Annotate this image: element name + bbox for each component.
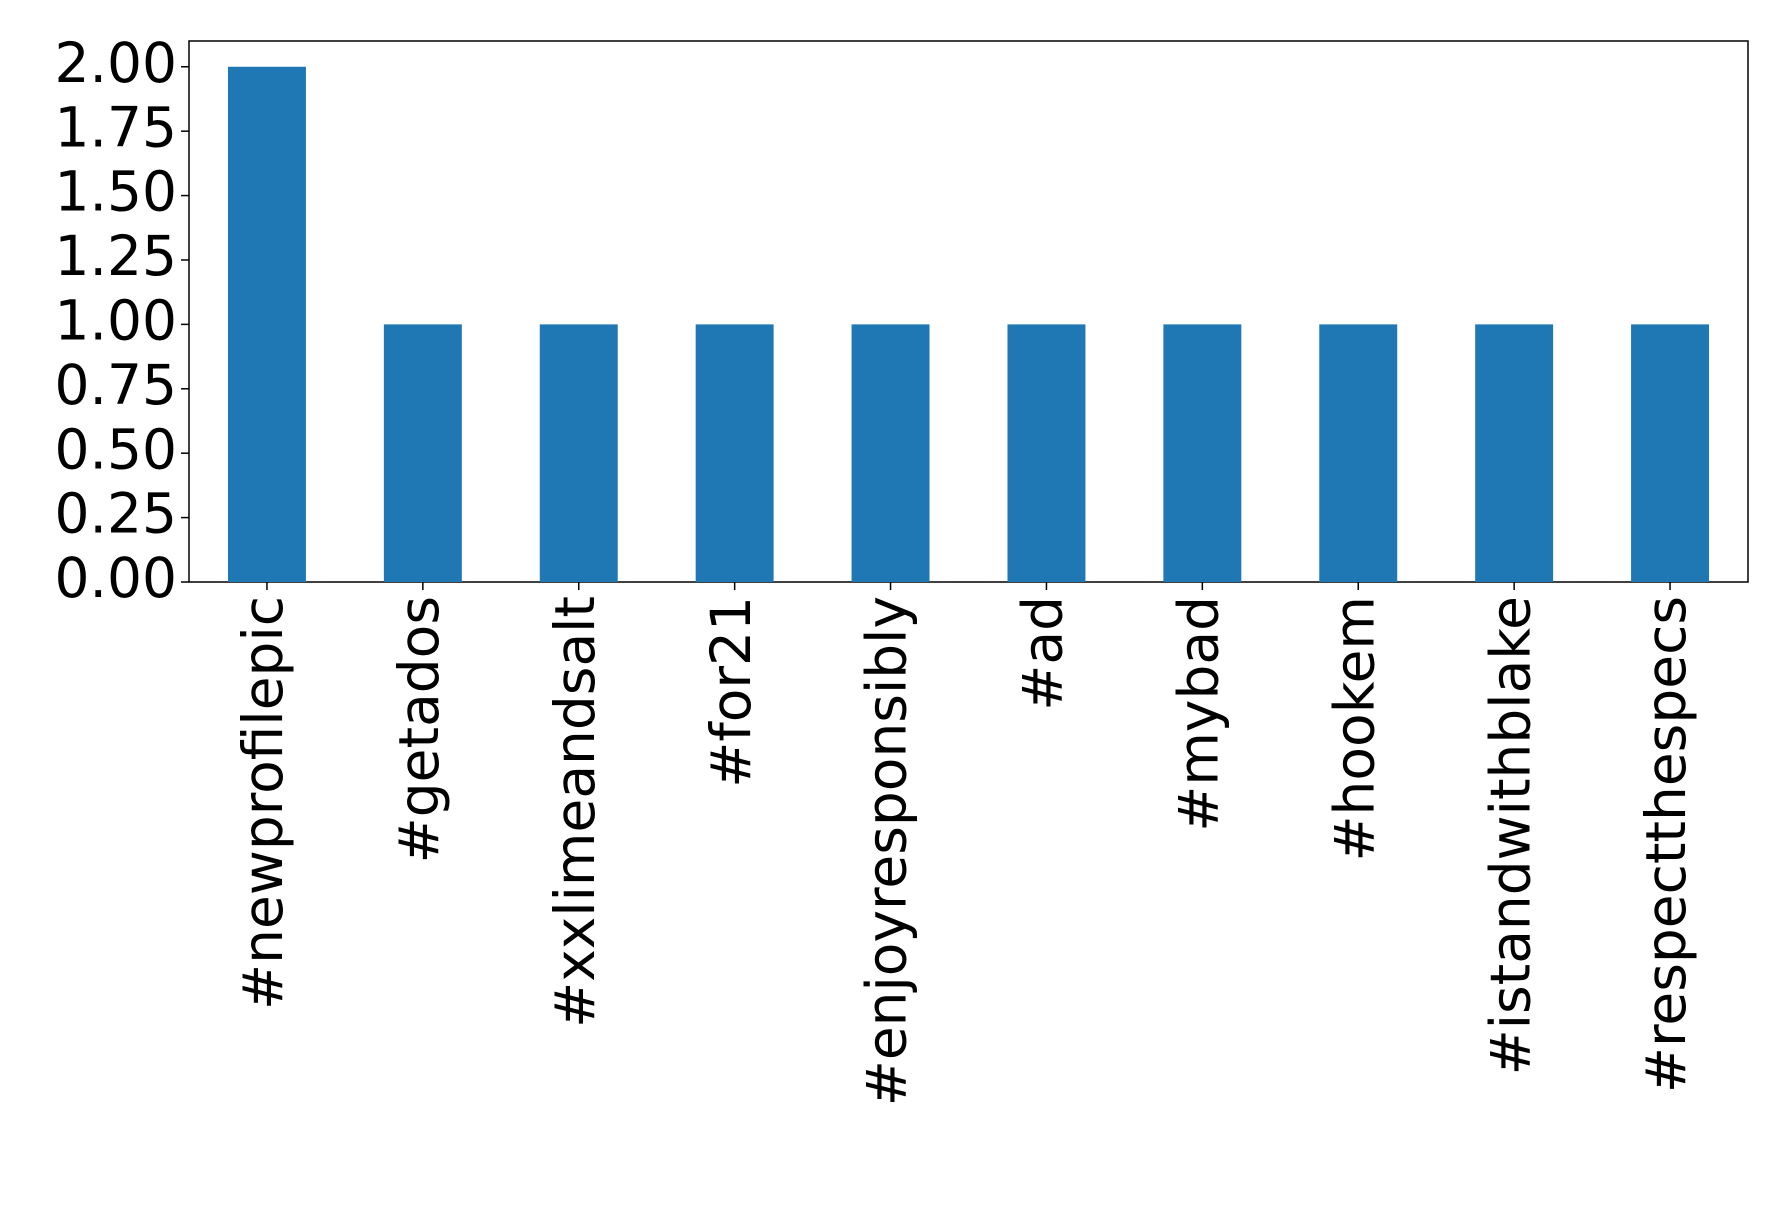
x-tick-label: #istandwithblake [1478,596,1542,1075]
bar [383,324,462,582]
x-tick-label: #for21 [699,596,763,788]
x-tick-label: #xxlimeandsalt [543,596,607,1028]
bar [1319,324,1398,582]
bar [539,324,618,582]
bar [1163,324,1242,582]
y-tick-label: 2.00 [55,31,177,95]
y-tick-label: 0.75 [55,353,177,417]
bar [1631,324,1710,582]
plot-frame [188,40,1749,583]
bar [227,66,306,582]
y-tick-label: 1.00 [55,289,177,353]
y-tick-label: 0.25 [55,482,177,546]
bar [695,324,774,582]
y-tick-label: 1.50 [55,160,177,224]
x-tick-label: #respectthespecs [1634,596,1698,1093]
x-tick-label: #mybad [1166,596,1230,832]
x-tick-label: #hookem [1322,596,1386,862]
x-tick-label: #newprofilepic [231,596,295,1010]
bar [1475,324,1554,582]
x-tick-label: #getados [387,596,451,863]
bar [1007,324,1086,582]
x-tick-label: #enjoyresponsibly [855,596,919,1106]
y-tick-label: 1.75 [55,95,177,159]
x-tick-label: #ad [1011,596,1075,711]
bar [851,324,930,582]
y-tick-label: 0.50 [55,417,177,481]
y-tick-label: 1.25 [55,224,177,288]
y-tick-label: 0.00 [55,546,177,610]
